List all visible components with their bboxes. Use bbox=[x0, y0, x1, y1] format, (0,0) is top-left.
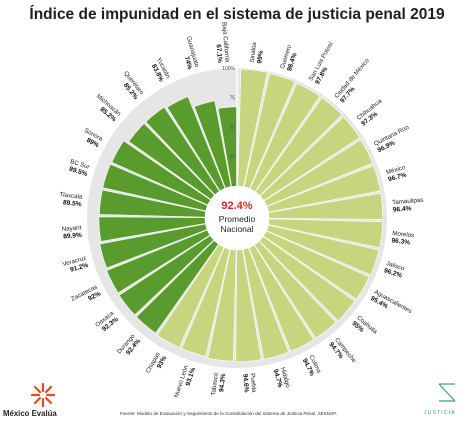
axis-tick-label: 100% bbox=[222, 66, 235, 72]
justicia-logo bbox=[424, 381, 470, 412]
mexico-evalua-wordmark: México Evalúa bbox=[3, 409, 57, 418]
chart-title: Índice de impunidad en el sistema de jus… bbox=[29, 6, 445, 23]
category-name: Tlaxcala bbox=[59, 191, 83, 201]
center-disc bbox=[205, 186, 269, 250]
category-name: Puebla bbox=[249, 373, 258, 393]
category-name: Tabasco bbox=[210, 372, 220, 396]
category-value: 74% bbox=[183, 56, 193, 71]
national-average-label: Promedio Nacional bbox=[197, 214, 277, 234]
category-name: Tamaulipas bbox=[392, 197, 424, 207]
category-value: 99% bbox=[256, 50, 264, 64]
category-value: 94.7% bbox=[272, 368, 284, 388]
star-burst-icon bbox=[30, 382, 56, 408]
category-value: 91.2% bbox=[69, 262, 89, 274]
category-value: 67.1% bbox=[215, 44, 223, 63]
center-label-line-1: Promedio bbox=[218, 214, 256, 224]
category-value: 94.3% bbox=[218, 373, 227, 393]
justicia-scale-icon bbox=[438, 383, 456, 402]
category-value: 89.9% bbox=[63, 232, 82, 240]
category-value: 94.6% bbox=[241, 374, 249, 393]
axis-tick-label: 50 bbox=[229, 125, 235, 131]
source-note: Fuente: Modelo de Evaluación y Seguimien… bbox=[120, 411, 337, 416]
category-name: Sinaloa bbox=[249, 41, 258, 63]
justicia-wordmark: JUSTICIA bbox=[424, 410, 456, 416]
national-average-value: 92.4% bbox=[221, 200, 253, 212]
category-name: Baja California bbox=[220, 22, 230, 63]
category-value: 89.5% bbox=[62, 199, 82, 208]
axis-tick-label: 75 bbox=[229, 95, 235, 101]
category-value: 96.7% bbox=[387, 172, 407, 184]
category-value: 96.4% bbox=[393, 205, 412, 213]
category-name: Morelos bbox=[392, 230, 415, 239]
category-value: 96.3% bbox=[391, 237, 411, 246]
center-label-line-2: Nacional bbox=[220, 224, 254, 234]
bar-series bbox=[98, 68, 384, 362]
mexico-evalua-logo bbox=[8, 381, 78, 414]
axis-tick-label: 25 bbox=[229, 154, 235, 160]
category-name: Nayarit bbox=[61, 224, 81, 233]
